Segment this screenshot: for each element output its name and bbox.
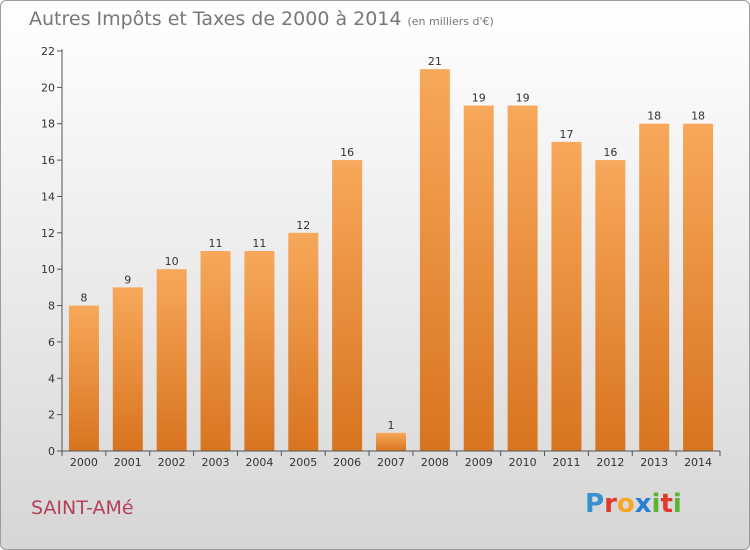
y-tick-label: 6 [48, 336, 55, 349]
data-label: 18 [691, 110, 705, 123]
logo-letter: x [634, 489, 652, 519]
bar [112, 287, 143, 451]
y-tick-label: 14 [41, 190, 55, 203]
data-label: 12 [296, 219, 310, 232]
commune-name: SAINT-AMé [31, 497, 134, 519]
bar [200, 251, 231, 451]
x-tick-label: 2001 [114, 456, 142, 469]
data-label: 10 [165, 255, 179, 268]
y-tick-label: 18 [41, 118, 55, 131]
x-tick-label: 2005 [289, 456, 317, 469]
data-label: 16 [603, 146, 617, 159]
bar [463, 105, 494, 451]
x-tick-label: 2009 [465, 456, 493, 469]
bar [551, 141, 582, 451]
x-tick-label: 2003 [202, 456, 230, 469]
bar [507, 105, 538, 451]
x-tick-label: 2002 [158, 456, 186, 469]
bar [419, 69, 450, 451]
data-label: 18 [647, 110, 661, 123]
y-tick-label: 22 [41, 45, 55, 58]
x-tick-label: 2004 [245, 456, 273, 469]
logo-letter: i [651, 489, 661, 519]
bar [376, 432, 406, 451]
data-label: 17 [559, 128, 573, 141]
logo-letter: o [616, 489, 635, 519]
x-tick-label: 2011 [552, 456, 580, 469]
x-tick-label: 2007 [377, 456, 405, 469]
data-label: 1 [388, 419, 395, 432]
chart-title-main: Autres Impôts et Taxes de 2000 à 2014 [29, 8, 402, 30]
x-tick-label: 2014 [684, 456, 712, 469]
bar [332, 160, 363, 451]
data-label: 8 [80, 292, 87, 305]
data-label: 21 [428, 55, 442, 68]
y-tick-label: 4 [48, 372, 55, 385]
y-tick-label: 20 [41, 81, 55, 94]
data-label: 16 [340, 146, 354, 159]
bar [288, 232, 319, 451]
x-tick-label: 2012 [596, 456, 624, 469]
data-label: 9 [124, 273, 131, 286]
bar [595, 160, 626, 451]
y-tick-label: 16 [41, 154, 55, 167]
chart-title-unit: (en milliers d'€) [407, 15, 494, 28]
logo-letter: t [660, 489, 673, 519]
proxiti-logo[interactable]: Proxiti [585, 489, 682, 519]
data-label: 11 [252, 237, 266, 250]
bar [244, 251, 275, 451]
x-tick-label: 2013 [640, 456, 668, 469]
data-label: 11 [209, 237, 223, 250]
x-tick-label: 2006 [333, 456, 361, 469]
bar [68, 305, 99, 451]
logo-letter: i [672, 489, 682, 519]
bar [639, 123, 670, 452]
y-tick-label: 12 [41, 227, 55, 240]
y-tick-label: 10 [41, 263, 55, 276]
logo-letter: r [604, 489, 617, 519]
x-tick-label: 2000 [70, 456, 98, 469]
x-tick-label: 2008 [421, 456, 449, 469]
chart-title: Autres Impôts et Taxes de 2000 à 2014 (en… [29, 8, 494, 30]
y-tick-label: 2 [48, 409, 55, 422]
data-label: 19 [516, 92, 530, 105]
bar [683, 123, 714, 452]
y-tick-label: 0 [48, 445, 55, 458]
bar [156, 269, 187, 451]
logo-letter: P [585, 489, 605, 519]
x-tick-label: 2010 [509, 456, 537, 469]
y-tick-label: 8 [48, 300, 55, 313]
data-label: 19 [472, 92, 486, 105]
